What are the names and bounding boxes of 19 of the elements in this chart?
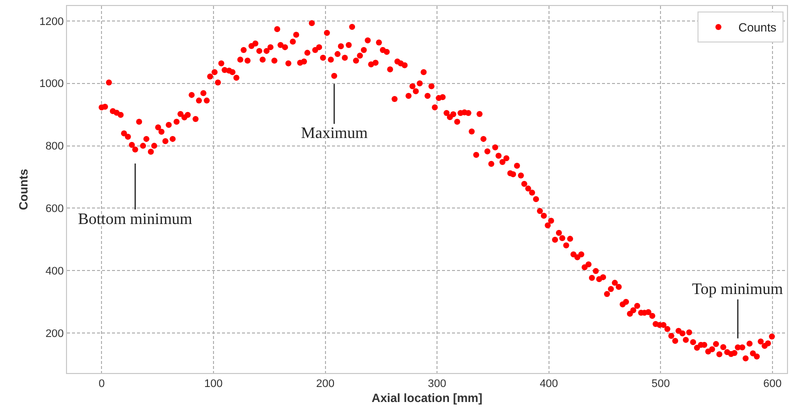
legend-label: Counts <box>738 20 776 35</box>
y-tick-label: 1000 <box>39 78 64 90</box>
x-tick-label: 0 <box>98 378 105 390</box>
annotation: Bottom minimum <box>78 211 193 228</box>
x-tick-label: 100 <box>204 378 223 390</box>
x-tick-label: 500 <box>651 378 670 390</box>
x-tick-label: 300 <box>428 378 446 390</box>
x-tick-label: 200 <box>316 378 334 390</box>
y-tick-label: 600 <box>45 203 64 216</box>
y-tick-label: 200 <box>45 328 64 340</box>
annotation: Maximum <box>301 125 368 142</box>
x-axis-title: Axial location [mm] <box>372 391 482 406</box>
y-axis-title: Counts <box>16 168 31 210</box>
y-tick-label: 400 <box>45 265 64 278</box>
x-tick-label: 400 <box>540 378 558 390</box>
y-tick-label: 800 <box>45 140 64 153</box>
annotation: Top minimum <box>692 281 784 298</box>
x-tick-label: 600 <box>763 378 782 390</box>
y-tick-label: 1200 <box>39 16 64 28</box>
